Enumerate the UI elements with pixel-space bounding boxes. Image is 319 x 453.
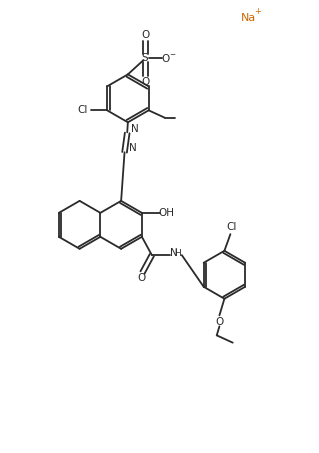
Text: Cl: Cl xyxy=(77,106,87,116)
Text: Na: Na xyxy=(241,14,256,24)
Text: OH: OH xyxy=(159,208,175,218)
Text: S: S xyxy=(142,53,149,63)
Text: N: N xyxy=(131,124,138,134)
Text: O: O xyxy=(215,318,224,328)
Text: N: N xyxy=(170,248,177,258)
Text: N: N xyxy=(129,143,137,153)
Text: O: O xyxy=(141,30,149,40)
Text: Cl: Cl xyxy=(226,222,236,232)
Text: H: H xyxy=(174,249,181,258)
Text: O: O xyxy=(141,77,149,87)
Text: +: + xyxy=(254,7,261,16)
Text: O: O xyxy=(138,274,146,284)
Text: O$^{-}$: O$^{-}$ xyxy=(161,53,177,64)
